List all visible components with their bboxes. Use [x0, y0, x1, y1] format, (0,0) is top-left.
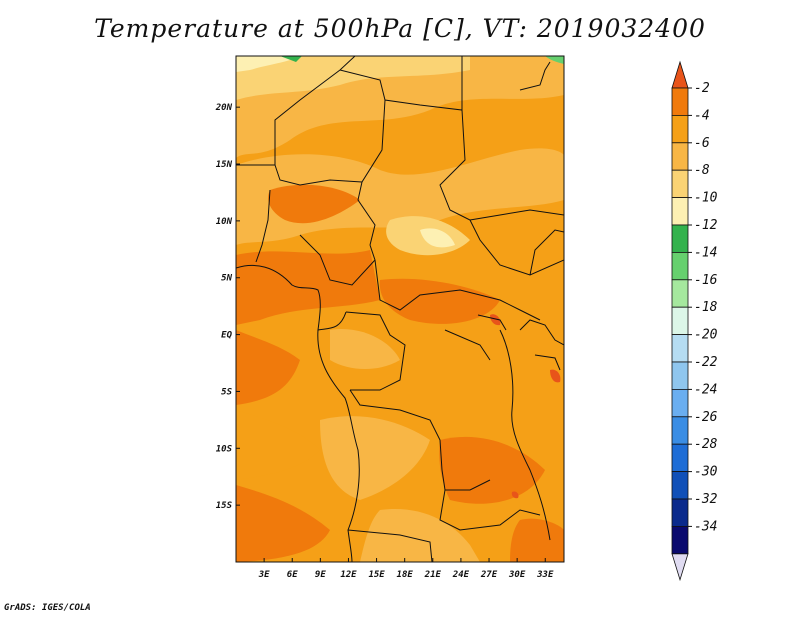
colorbar-label: -22 [694, 355, 718, 370]
y-tick-label: EQ [221, 331, 232, 341]
colorbar-swatch [671, 115, 689, 144]
grads-credit: GrADS: IGES/COLA [4, 603, 91, 613]
temperature-field [236, 56, 564, 562]
x-tick-label: 24E [452, 570, 470, 580]
colorbar-swatch [671, 87, 689, 116]
x-tick-label: 30E [508, 570, 526, 580]
map-title: Temperature at 500hPa [C], VT: 201903240… [94, 14, 706, 43]
colorbar-label: -20 [694, 328, 718, 343]
colorbar-swatch [671, 197, 689, 226]
colorbar-swatch [671, 306, 689, 336]
colorbar-label: -34 [694, 519, 717, 534]
x-tick-label: 6E [287, 570, 298, 580]
colorbar-swatch [671, 169, 689, 198]
colorbar-swatch [671, 498, 689, 527]
colorbar-swatch [671, 334, 689, 363]
x-tick-label: 21E [424, 570, 442, 580]
colorbar-label: -2 [694, 81, 710, 96]
y-tick-label: 15N [216, 160, 233, 170]
x-tick-label: 3E [258, 570, 270, 580]
colorbar-top-arrow [671, 60, 689, 89]
colorbar-label: -16 [694, 273, 718, 288]
y-tick-label: 5S [221, 387, 232, 397]
colorbar-label: -10 [694, 191, 718, 206]
colorbar-label: -4 [694, 108, 710, 123]
colorbar-label: -18 [694, 300, 718, 315]
colorbar-swatch [671, 224, 689, 253]
x-tick-label: 15E [368, 570, 385, 580]
colorbar-label: -30 [694, 465, 718, 480]
map-frame [235, 55, 565, 563]
y-tick-label: 20N [215, 103, 233, 113]
y-tick-label: 15S [216, 501, 233, 511]
colorbar-label: -28 [694, 437, 718, 452]
y-tick-label: 10N [216, 217, 233, 227]
colorbar-label: -26 [694, 410, 718, 425]
x-tick-label: 33E [536, 570, 554, 580]
colorbar-label: -6 [694, 136, 710, 151]
colorbar-label: -14 [694, 245, 717, 260]
colorbar-label: -8 [694, 163, 710, 178]
y-tick-label: 10S [216, 444, 233, 454]
colorbar-swatch [671, 526, 689, 555]
country-borders [236, 56, 564, 562]
colorbar: -2 -4 -6 -8 -10 -12 -14 -16 -18 -20 -22 -24 -26 -28 -3… [671, 60, 718, 582]
x-tick-label: 18E [397, 570, 414, 580]
x-tick-label: 27E [480, 570, 498, 580]
colorbar-swatch [671, 361, 689, 390]
colorbar-label: -24 [694, 382, 717, 397]
colorbar-swatch [671, 443, 689, 473]
colorbar-swatch [671, 388, 689, 418]
x-tick-label: 9E [315, 570, 326, 580]
colorbar-swatch [671, 251, 689, 281]
colorbar-swatch [671, 142, 689, 171]
longitude-axis: 3E 6E 9E 12E 15E 18E 21E 24E 27E 30E 33E [258, 558, 554, 580]
latitude-axis: 20N 15N 10N 5N EQ 5S 10S 15S [215, 103, 240, 511]
colorbar-label: -12 [694, 218, 718, 233]
x-tick-label: 12E [340, 570, 357, 580]
colorbar-swatch [671, 471, 689, 500]
colorbar-bottom-arrow [671, 553, 689, 582]
colorbar-swatch [671, 416, 689, 445]
colorbar-swatch [671, 279, 689, 308]
y-tick-label: 5N [221, 274, 232, 284]
colorbar-label: -32 [694, 492, 718, 507]
